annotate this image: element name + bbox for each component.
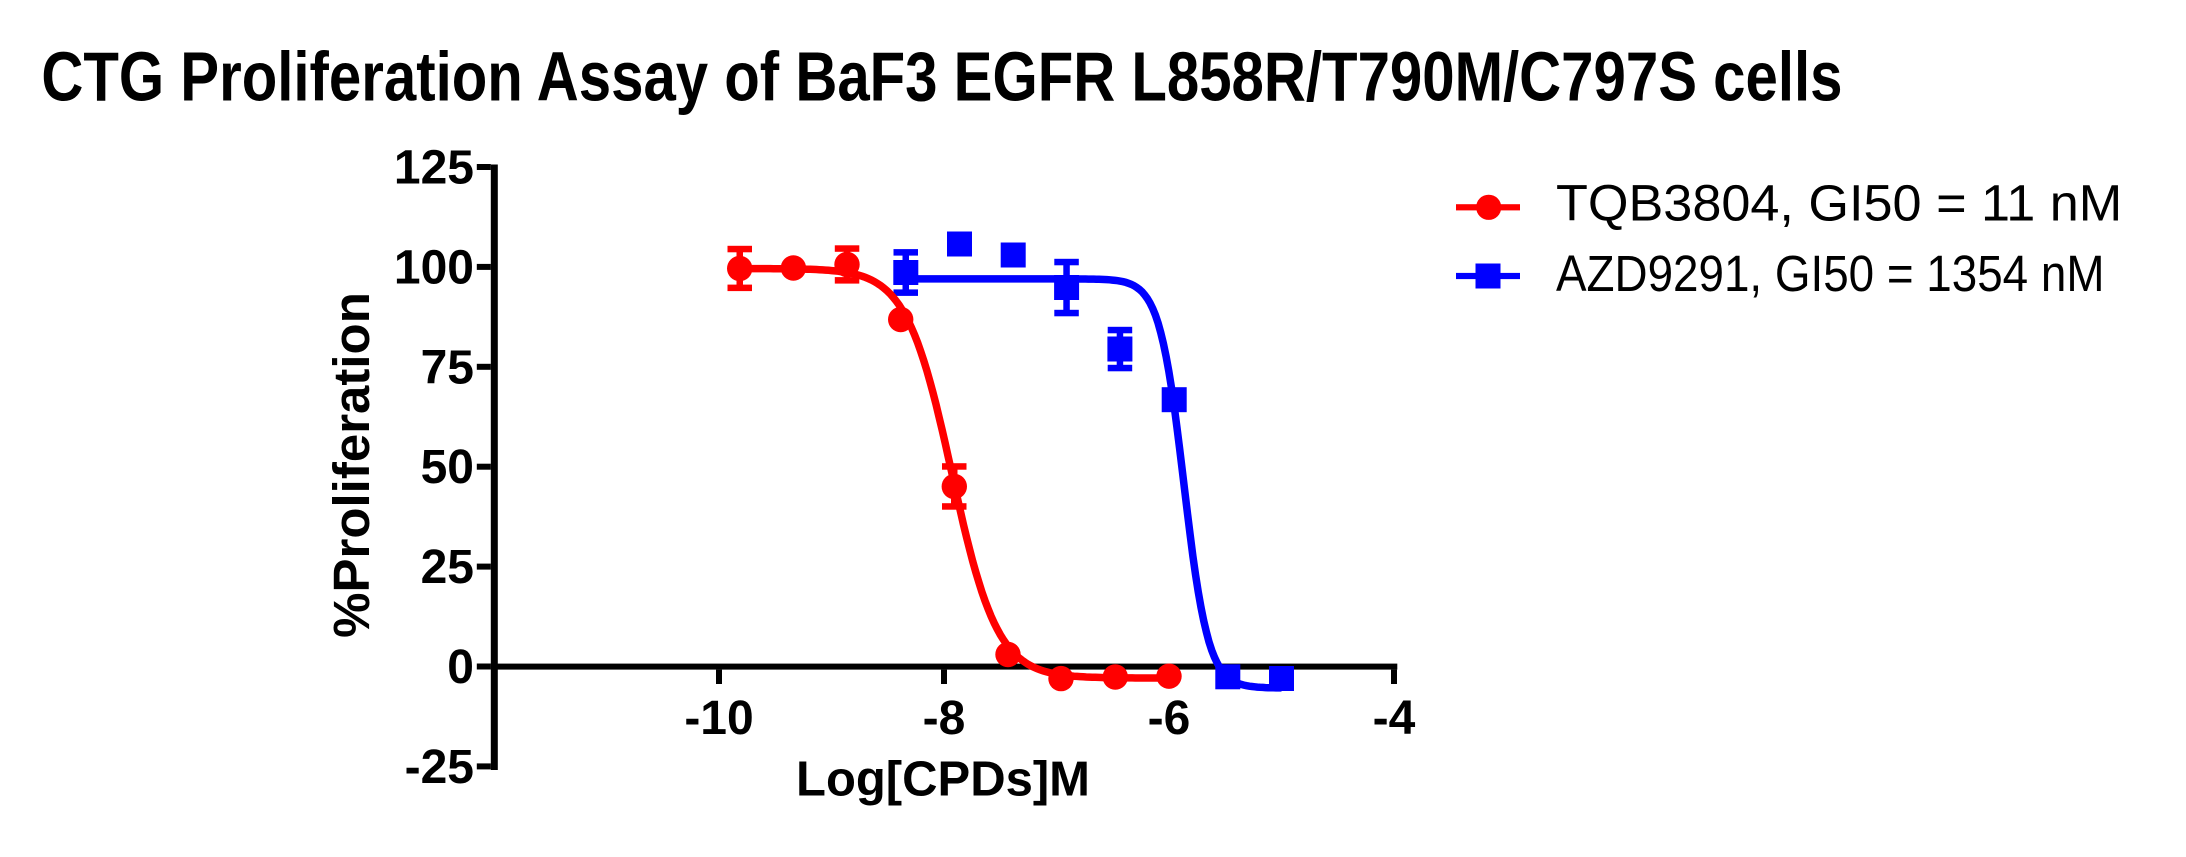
svg-text:%Proliferation: %Proliferation	[323, 292, 380, 638]
svg-text:25: 25	[421, 541, 474, 594]
svg-text:TQB3804, GI50 = 11 nM: TQB3804, GI50 = 11 nM	[1556, 174, 2122, 231]
svg-text:100: 100	[394, 241, 474, 294]
svg-text:-4: -4	[1373, 692, 1416, 745]
svg-text:AZD9291, GI50 = 1354 nM: AZD9291, GI50 = 1354 nM	[1556, 246, 2104, 303]
svg-text:Log[CPDs]M: Log[CPDs]M	[796, 753, 1090, 807]
svg-text:125: 125	[394, 142, 474, 195]
svg-text:50: 50	[421, 441, 474, 494]
svg-text:-25: -25	[405, 741, 474, 794]
svg-text:CTG Proliferation Assay of BaF: CTG Proliferation Assay of BaF3 EGFR L85…	[41, 37, 1842, 115]
svg-text:75: 75	[421, 341, 474, 394]
svg-text:0: 0	[447, 641, 474, 694]
svg-text:-10: -10	[684, 692, 753, 745]
svg-text:-6: -6	[1148, 692, 1191, 745]
svg-text:-8: -8	[923, 692, 966, 745]
